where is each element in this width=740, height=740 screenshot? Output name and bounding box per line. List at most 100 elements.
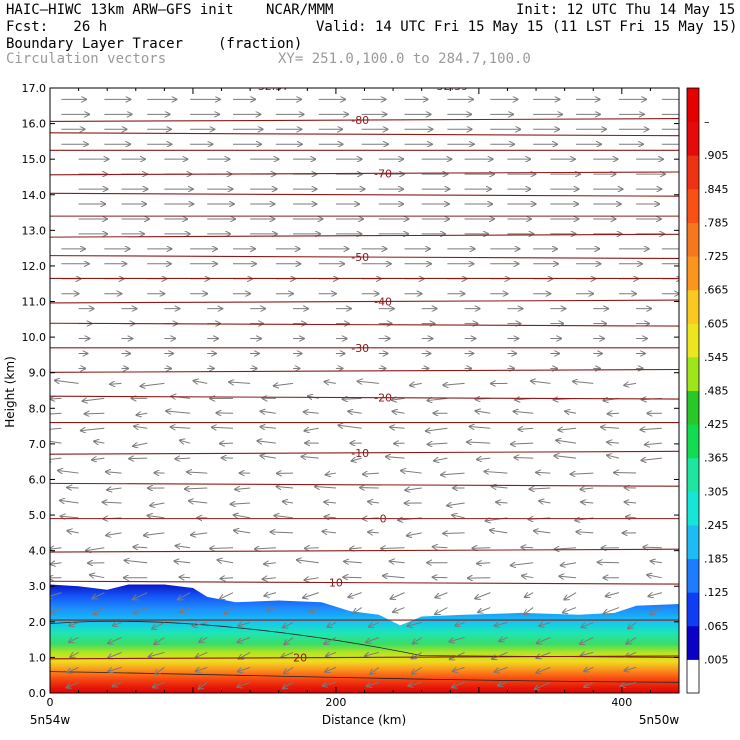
circulation-vector bbox=[263, 578, 276, 579]
circulation-vector bbox=[370, 666, 380, 674]
circulation-vector bbox=[154, 637, 165, 644]
circulation-vector bbox=[212, 427, 234, 428]
circulation-vector bbox=[261, 411, 276, 413]
circulation-vector bbox=[92, 592, 105, 599]
circulation-vector bbox=[381, 548, 405, 549]
circulation-vector bbox=[199, 681, 208, 689]
circulation-vector bbox=[144, 533, 165, 536]
circulation-vector bbox=[90, 575, 105, 578]
circulation-vector bbox=[92, 458, 105, 460]
circulation-vector bbox=[50, 412, 62, 415]
circulation-vector bbox=[106, 472, 122, 473]
circulation-vector bbox=[433, 547, 448, 548]
circulation-vector bbox=[187, 472, 208, 473]
temperature-contour bbox=[50, 368, 679, 373]
colorbar-swatch bbox=[687, 356, 699, 391]
circulation-vector bbox=[555, 548, 577, 549]
y-tick-label: 5.0 bbox=[29, 509, 47, 522]
y-tick-label: 1.0 bbox=[29, 651, 47, 664]
circulation-vector bbox=[94, 607, 105, 615]
circulation-vector bbox=[598, 562, 619, 563]
temperature-contour bbox=[50, 322, 679, 327]
circulation-vector bbox=[490, 530, 508, 533]
circulation-vector bbox=[620, 681, 637, 686]
circulation-vector bbox=[554, 456, 577, 458]
circulation-vector bbox=[113, 623, 122, 626]
circulation-vector bbox=[297, 560, 319, 563]
circulation-vector bbox=[304, 428, 319, 431]
circulation-vector bbox=[369, 623, 379, 627]
tracer-contour-line bbox=[50, 620, 679, 658]
circulation-vector bbox=[81, 428, 105, 430]
circulation-vector bbox=[180, 577, 191, 578]
contour-label: 10 bbox=[329, 577, 343, 590]
circulation-vector bbox=[647, 575, 662, 578]
circulation-vector bbox=[153, 681, 165, 687]
top-edge-label: -32.39 bbox=[433, 80, 468, 93]
circulation-vector bbox=[495, 666, 508, 672]
circulation-vector bbox=[283, 622, 294, 628]
circulation-vector bbox=[51, 563, 62, 564]
circulation-vector bbox=[536, 472, 551, 473]
circulation-vector bbox=[352, 458, 362, 461]
colorbar-swatch bbox=[687, 256, 699, 291]
circulation-vector bbox=[238, 666, 251, 671]
circulation-vector bbox=[580, 637, 594, 643]
colorbar-swatch bbox=[687, 121, 699, 156]
circulation-vector bbox=[267, 608, 277, 611]
circulation-vector bbox=[427, 398, 448, 400]
temperature-contour bbox=[50, 255, 679, 260]
circulation-vector bbox=[628, 622, 637, 629]
circulation-vector bbox=[477, 458, 491, 459]
circulation-vector bbox=[175, 458, 191, 459]
contour-label: 0 bbox=[380, 513, 387, 526]
colorbar-swatch bbox=[687, 457, 699, 492]
circulation-vector bbox=[155, 666, 165, 674]
circulation-vector bbox=[412, 666, 422, 674]
colorbar-label: .665 bbox=[704, 284, 729, 297]
colorbar-label: .485 bbox=[704, 385, 729, 398]
circulation-vector bbox=[344, 561, 362, 562]
circulation-vector bbox=[607, 455, 620, 458]
circulation-vector bbox=[284, 637, 294, 644]
colorbar-swatch bbox=[687, 558, 699, 593]
valid-time: Valid: 14 UTC Fri 15 May 15 (11 LST Fri … bbox=[316, 19, 738, 35]
circulation-vector bbox=[435, 592, 448, 598]
circulation-vector bbox=[353, 607, 362, 613]
circulation-vector bbox=[522, 576, 534, 578]
circulation-vector bbox=[624, 383, 637, 385]
colorbar-label: .425 bbox=[704, 418, 729, 431]
circulation-vector bbox=[514, 457, 534, 458]
circulation-vector bbox=[174, 561, 191, 563]
contour-label: -30 bbox=[351, 342, 369, 355]
contour-label: -80 bbox=[351, 114, 369, 127]
circulation-vector bbox=[343, 398, 362, 399]
circulation-vector bbox=[626, 517, 637, 518]
circulation-vector bbox=[534, 531, 551, 533]
circulation-vector bbox=[325, 666, 337, 671]
circulation-vector bbox=[133, 443, 148, 446]
circulation-vector bbox=[348, 592, 362, 598]
circulation-vector bbox=[327, 623, 337, 627]
circulation-vector bbox=[108, 666, 122, 671]
model-title: HAIC–HIWC 13km ARW–GFS init bbox=[6, 2, 234, 18]
circulation-vector bbox=[133, 607, 148, 614]
colorbar-swatch bbox=[687, 188, 699, 223]
x-start-endpoint: 5n54w bbox=[30, 713, 71, 727]
circulation-vector bbox=[176, 546, 191, 548]
circulation-vector bbox=[193, 623, 208, 627]
temperature-contour bbox=[50, 655, 679, 660]
circulation-vector bbox=[50, 592, 62, 598]
colorbar: .005 .065 .125 .185 .245 .305 .365 .425 .485 .545… bbox=[686, 87, 729, 694]
circulation-vector bbox=[94, 441, 105, 443]
circulation-vector bbox=[626, 637, 637, 643]
circulation-vector bbox=[368, 532, 379, 533]
temperature-contour bbox=[50, 548, 679, 553]
contour-label: -20 bbox=[374, 392, 392, 405]
plot-axes: 0.0 1.0 2.0 3.0 4.0 5.0 6.0 7.0 8.0 9.0 10.0 11.0 12… bbox=[22, 82, 680, 709]
circulation-vector bbox=[260, 427, 276, 429]
circulation-vector bbox=[564, 592, 577, 600]
circulation-vector bbox=[455, 623, 465, 626]
temperature-contour bbox=[50, 299, 679, 304]
circulation-vector bbox=[413, 637, 422, 643]
